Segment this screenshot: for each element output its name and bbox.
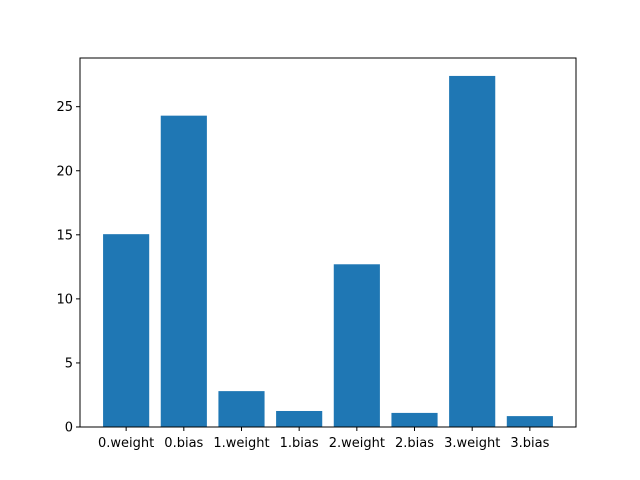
y-tick-label: 0 [65,421,73,436]
x-axis: 0.weight 0.bias 1.weight 1.bias 2.weight 2.bi… [98,427,550,451]
x-tick-label: 3.bias [510,436,549,451]
y-axis: 0 5 10 15 20 25 [56,100,80,436]
bar-2.weight [333,264,380,427]
bar-0.weight [103,234,150,427]
x-tick-label: 1.weight [213,436,269,451]
bar-1.weight [218,391,265,427]
y-tick-label: 15 [56,228,73,243]
x-tick-label: 2.weight [329,436,385,451]
bar-0.bias [160,115,207,427]
y-tick-label: 10 [56,292,73,307]
y-tick-label: 20 [56,164,73,179]
bar-3.weight [449,75,496,427]
bar-1.bias [276,410,323,427]
x-tick-label: 1.bias [280,436,319,451]
y-tick-label: 5 [65,356,73,371]
x-tick-label: 0.bias [164,436,203,451]
x-tick-label: 0.weight [98,436,154,451]
x-tick-label: 3.weight [444,436,500,451]
bar-3.bias [506,416,553,427]
y-tick-label: 25 [56,100,73,115]
bars-group [103,75,553,427]
x-tick-label: 2.bias [395,436,434,451]
bar-2.bias [391,412,438,427]
plot-frame [79,57,577,428]
